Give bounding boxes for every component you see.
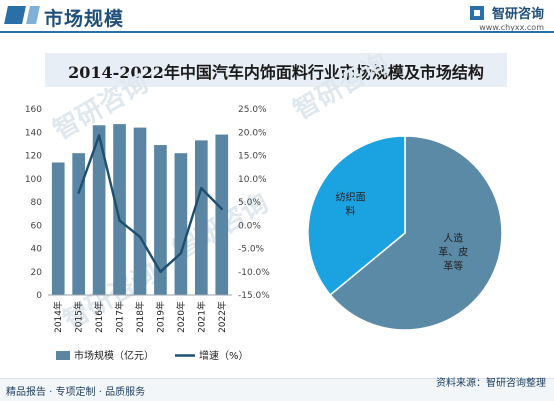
bar bbox=[113, 124, 126, 295]
bar bbox=[154, 145, 167, 295]
brand-url: www.chyxx.com bbox=[479, 23, 544, 32]
y-left-tick-label: 20 bbox=[31, 268, 43, 278]
growth-point bbox=[179, 251, 183, 255]
y-right-tick-label: 20.0% bbox=[238, 128, 267, 138]
y-right-tick-label: 0.0% bbox=[238, 221, 261, 231]
brand-logo-icon bbox=[469, 5, 484, 20]
header-bar: 市场规模 智研咨询 www.chyxx.com bbox=[0, 0, 554, 34]
y-left-tick-label: 140 bbox=[25, 128, 42, 138]
bar bbox=[174, 153, 188, 295]
bar bbox=[51, 162, 65, 295]
bar bbox=[194, 140, 208, 295]
bar bbox=[72, 153, 86, 295]
watermark-text: 智研咨询 bbox=[288, 47, 394, 126]
footer-tagline: 精品报告 · 专项定制 · 品质服务 bbox=[6, 387, 146, 398]
x-tick-label: 2022年 bbox=[216, 301, 228, 333]
x-tick-label: 2015年 bbox=[73, 301, 85, 333]
x-tick-label: 2021年 bbox=[195, 301, 207, 333]
footer-band bbox=[0, 378, 554, 401]
y-left-tick-label: 0 bbox=[36, 291, 42, 301]
x-tick-label: 2014年 bbox=[52, 301, 64, 333]
pie-slice bbox=[329, 135, 503, 331]
y-left-tick-label: 60 bbox=[31, 221, 43, 231]
y-right-tick-label: -5.0% bbox=[238, 245, 265, 255]
pie-slice-label: 人造革、皮革等 bbox=[438, 232, 468, 273]
legend-line-label: 增速（%） bbox=[199, 349, 249, 362]
y-right-tick-label: 5.0% bbox=[238, 198, 261, 208]
chart-title: 2014-2022年中国汽车内饰面料行业市场规模及市场结构 bbox=[68, 63, 484, 82]
bar bbox=[92, 125, 106, 296]
y-left-tick-label: 120 bbox=[25, 152, 42, 162]
page-title: 市场规模 bbox=[44, 8, 125, 30]
pie-slice-label: 纺织面料 bbox=[336, 190, 366, 217]
growth-point bbox=[138, 235, 142, 239]
y-right-tick-label: -10.0% bbox=[238, 268, 270, 278]
y-left-tick-label: 160 bbox=[25, 105, 42, 115]
y-left-tick-label: 80 bbox=[31, 198, 43, 208]
legend-bar-swatch bbox=[56, 351, 70, 360]
legend-bar-label: 市场规模（亿元） bbox=[74, 349, 154, 362]
bar bbox=[133, 127, 147, 295]
x-tick-label: 2018年 bbox=[134, 301, 146, 333]
x-tick-label: 2019年 bbox=[154, 301, 166, 333]
growth-point bbox=[118, 219, 121, 222]
y-left-tick-label: 100 bbox=[25, 175, 42, 185]
growth-line bbox=[77, 134, 223, 273]
growth-point bbox=[97, 134, 101, 137]
growth-point bbox=[159, 270, 162, 273]
bar bbox=[215, 134, 229, 295]
x-tick-label: 2020年 bbox=[175, 301, 187, 333]
y-right-tick-label: 10.0% bbox=[238, 175, 267, 185]
y-right-tick-label: 15.0% bbox=[238, 152, 267, 162]
y-right-tick-label: -15.0% bbox=[238, 291, 270, 301]
brand: 智研咨询 www.chyxx.com bbox=[469, 2, 544, 32]
pie-slice bbox=[307, 135, 406, 296]
x-tick-label: 2016年 bbox=[93, 301, 105, 333]
x-tick-label: 2017年 bbox=[114, 301, 126, 333]
growth-point bbox=[77, 191, 80, 194]
growth-point bbox=[200, 186, 203, 190]
footer-source: 资料来源：智研咨询整理 bbox=[436, 378, 546, 389]
growth-point bbox=[220, 207, 223, 211]
brand-name: 智研咨询 bbox=[491, 7, 544, 22]
y-right-tick-label: 25.0% bbox=[238, 105, 267, 115]
header-rule bbox=[0, 31, 554, 33]
chart-title-band: 2014-2022年中国汽车内饰面料行业市场规模及市场结构 bbox=[45, 53, 507, 87]
y-left-tick-label: 40 bbox=[31, 245, 43, 255]
